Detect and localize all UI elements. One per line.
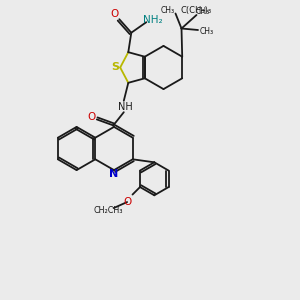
Text: CH₃: CH₃ (200, 27, 214, 36)
Text: NH₂: NH₂ (143, 15, 163, 25)
Text: CH₃: CH₃ (161, 6, 175, 15)
Text: O: O (88, 112, 96, 122)
Text: CH₃: CH₃ (195, 8, 210, 16)
Text: CH₂CH₃: CH₂CH₃ (94, 206, 123, 215)
Text: O: O (123, 197, 131, 207)
Text: C(CH₃)₃: C(CH₃)₃ (181, 6, 212, 15)
Text: NH: NH (118, 102, 133, 112)
Text: O: O (111, 9, 119, 19)
Text: S: S (111, 62, 119, 73)
Text: N: N (110, 169, 118, 179)
